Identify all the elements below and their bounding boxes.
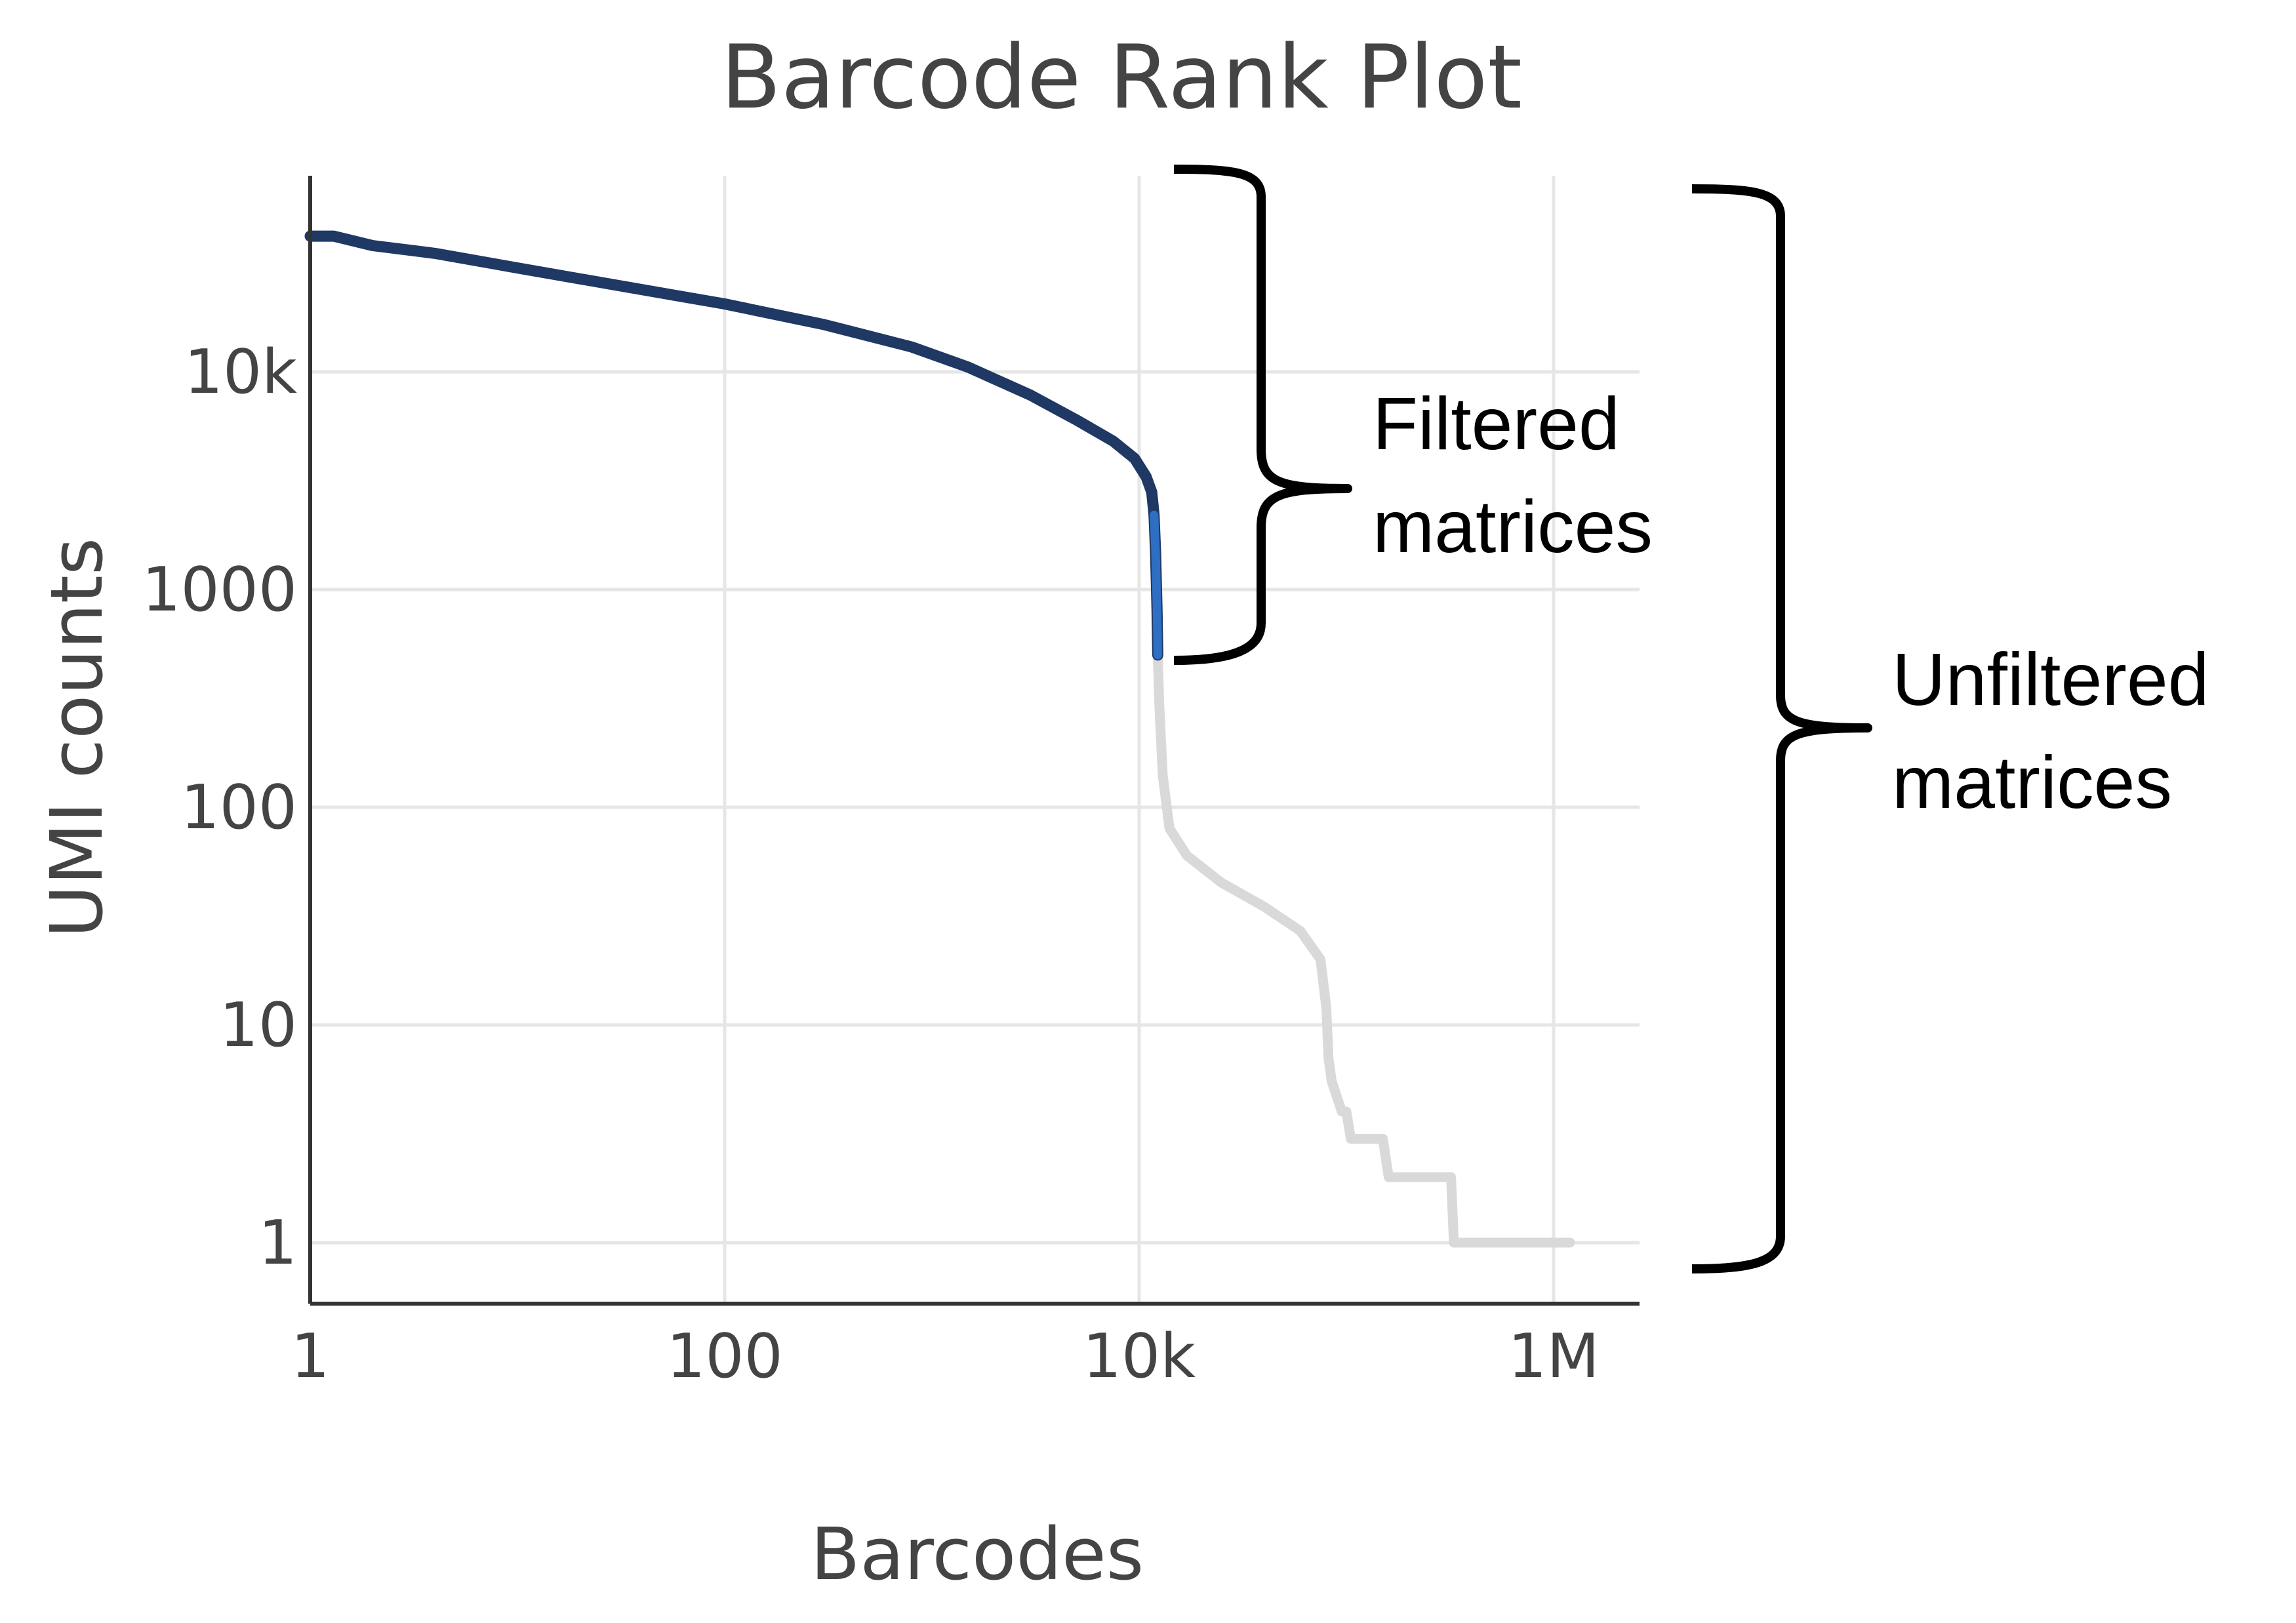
y-tick-label: 10 — [220, 990, 297, 1060]
y-tick-label: 100 — [180, 772, 297, 843]
y-tick-label: 1 — [258, 1207, 297, 1278]
x-axis-title: Barcodes — [811, 1512, 1144, 1596]
unfiltered-label-line1: Unfiltered — [1892, 638, 2209, 721]
tick-layer: 1 100 10k 1M 1 10 100 1000 10k — [142, 336, 1599, 1392]
filtered-label-line1: Filtered — [1373, 382, 1620, 465]
x-tick-label: 1M — [1508, 1321, 1599, 1392]
series-line-filtered — [304, 230, 1163, 661]
y-tick-label: 1000 — [142, 554, 297, 625]
chart-title: Barcode Rank Plot — [721, 26, 1522, 129]
y-axis-title: UMI counts — [35, 538, 119, 938]
x-tick-label: 100 — [666, 1321, 783, 1392]
x-tick-label: 10k — [1083, 1321, 1196, 1392]
series-layer — [304, 230, 1575, 1248]
filtered-label-line2: matrices — [1373, 485, 1653, 568]
y-tick-label: 10k — [184, 336, 297, 407]
series-line-background — [1152, 650, 1575, 1248]
filtered-bracket — [1173, 165, 1352, 665]
unfiltered-label-line2: matrices — [1892, 741, 2172, 824]
unfiltered-bracket — [1691, 184, 1872, 1273]
grid-layer — [310, 176, 1640, 1304]
x-tick-label: 1 — [291, 1321, 329, 1392]
series-line-filtered-drop — [1150, 510, 1162, 660]
